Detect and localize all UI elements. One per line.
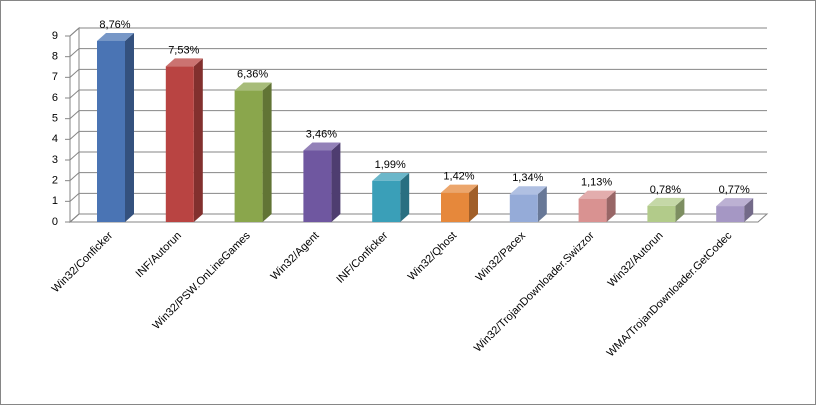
bar — [165, 66, 194, 222]
y-tick-label: 8 — [52, 51, 58, 63]
grid-line — [69, 48, 80, 58]
value-label: 8,76% — [99, 19, 130, 31]
bar-side — [606, 190, 616, 222]
grid-line — [69, 151, 80, 161]
bar-top — [578, 190, 616, 199]
bar — [509, 194, 538, 222]
bar — [303, 150, 332, 222]
bar-top — [303, 142, 341, 151]
bar-top — [647, 197, 685, 206]
grid-line — [69, 130, 80, 140]
bar-top — [234, 82, 272, 91]
bar-top — [372, 172, 410, 181]
y-tick-label: 4 — [52, 133, 58, 145]
bar-top — [97, 32, 134, 41]
grid-line — [69, 27, 80, 37]
bar — [234, 90, 263, 222]
bar-top — [441, 184, 478, 193]
grid-line — [69, 89, 80, 99]
y-tick-label: 3 — [52, 154, 58, 166]
bar — [372, 180, 401, 222]
y-tick-label: 9 — [52, 30, 58, 42]
y-tick-label: 2 — [52, 175, 58, 187]
bar-side — [744, 198, 754, 222]
value-label: 1,99% — [375, 159, 406, 171]
bar-side — [125, 32, 134, 223]
grid-line — [69, 192, 80, 202]
bar — [716, 206, 745, 222]
bar-top — [165, 58, 203, 67]
value-label: 0,77% — [719, 184, 750, 196]
y-tick-label: 0 — [52, 216, 58, 228]
grid-line — [69, 172, 80, 182]
bar-side — [262, 82, 272, 222]
bar-side — [675, 197, 685, 222]
bar-side — [193, 58, 203, 222]
bar-top — [509, 186, 547, 195]
value-label: 0,78% — [650, 184, 681, 196]
grid-line — [69, 110, 80, 120]
y-tick-label: 5 — [52, 113, 58, 125]
value-label: 6,36% — [237, 68, 268, 80]
value-label: 3,46% — [306, 128, 337, 140]
value-label: 1,34% — [512, 172, 543, 184]
value-label: 1,42% — [443, 171, 474, 183]
y-tick-label: 1 — [52, 195, 58, 207]
bar — [441, 192, 469, 222]
grid-line — [69, 213, 80, 223]
bar — [578, 198, 607, 222]
y-tick-label: 7 — [52, 71, 58, 83]
bar-side — [400, 172, 410, 222]
bar-side — [331, 142, 341, 222]
y-tick-label: 6 — [52, 92, 58, 104]
value-label: 1,13% — [581, 177, 612, 189]
grid-line — [69, 68, 80, 78]
bar-side — [469, 184, 478, 222]
bar — [647, 205, 676, 222]
bar-side — [537, 186, 547, 222]
value-label: 7,53% — [168, 44, 199, 56]
bar — [97, 40, 125, 223]
bar-top — [716, 198, 754, 207]
